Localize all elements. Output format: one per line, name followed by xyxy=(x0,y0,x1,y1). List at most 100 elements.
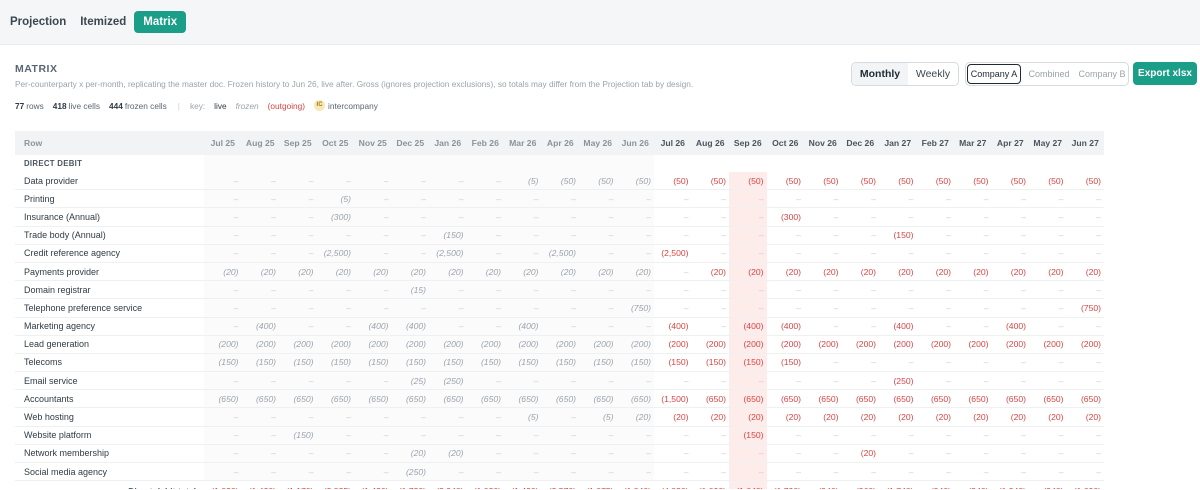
matrix-cell[interactable]: (5) xyxy=(504,407,542,427)
matrix-cell[interactable]: (150) xyxy=(691,353,729,373)
matrix-cell[interactable]: (20) xyxy=(879,407,917,427)
matrix-cell[interactable]: – xyxy=(804,317,842,336)
matrix-cell[interactable]: – xyxy=(1029,444,1067,464)
matrix-cell[interactable]: (50) xyxy=(729,172,767,191)
matrix-cell[interactable]: – xyxy=(1029,207,1067,227)
matrix-cell[interactable]: (150) xyxy=(729,353,767,373)
matrix-cell[interactable]: (150) xyxy=(879,226,917,245)
matrix-cell[interactable]: – xyxy=(766,244,804,263)
matrix-cell[interactable]: – xyxy=(804,426,842,445)
matrix-cell[interactable]: – xyxy=(766,371,804,391)
matrix-cell[interactable]: – xyxy=(991,353,1029,373)
matrix-cell[interactable]: (20) xyxy=(691,407,729,427)
matrix-cell[interactable]: (20) xyxy=(879,262,917,282)
matrix-cell[interactable]: – xyxy=(241,444,279,464)
matrix-cell[interactable]: – xyxy=(916,353,954,373)
matrix-cell[interactable]: (200) xyxy=(654,335,692,354)
matrix-cell[interactable]: – xyxy=(691,244,729,263)
combined-button[interactable]: Combined xyxy=(1028,69,1070,79)
matrix-cell[interactable]: (400) xyxy=(504,317,542,336)
matrix-cell[interactable]: – xyxy=(316,426,354,445)
matrix-cell[interactable]: (650) xyxy=(241,389,279,409)
matrix-cell[interactable]: – xyxy=(1066,226,1104,245)
matrix-cell[interactable]: (400) xyxy=(991,317,1029,336)
matrix-cell[interactable]: – xyxy=(804,298,842,318)
matrix-cell[interactable]: – xyxy=(1066,189,1104,209)
matrix-cell[interactable]: – xyxy=(241,298,279,318)
matrix-cell[interactable]: – xyxy=(691,317,729,336)
matrix-cell[interactable]: – xyxy=(729,244,767,263)
matrix-cell[interactable]: – xyxy=(504,207,542,227)
matrix-cell[interactable]: – xyxy=(766,280,804,300)
matrix-cell[interactable]: – xyxy=(354,172,392,191)
matrix-cell[interactable]: – xyxy=(504,244,542,263)
matrix-cell[interactable]: – xyxy=(1029,462,1067,482)
matrix-cell[interactable]: (250) xyxy=(391,462,429,482)
matrix-cell[interactable]: – xyxy=(429,462,467,482)
matrix-cell[interactable]: (20) xyxy=(766,262,804,282)
matrix-cell[interactable]: – xyxy=(804,444,842,464)
matrix-cell[interactable]: – xyxy=(691,444,729,464)
matrix-cell[interactable]: – xyxy=(616,207,654,227)
matrix-cell[interactable]: – xyxy=(729,226,767,245)
matrix-cell[interactable]: (150) xyxy=(504,353,542,373)
matrix-cell[interactable]: – xyxy=(541,298,579,318)
matrix-cell[interactable]: (200) xyxy=(279,335,317,354)
matrix-cell[interactable]: – xyxy=(541,317,579,336)
matrix-cell[interactable]: – xyxy=(841,244,879,263)
matrix-cell[interactable]: – xyxy=(654,444,692,464)
matrix-cell[interactable]: – xyxy=(204,189,242,209)
matrix-cell[interactable]: – xyxy=(841,462,879,482)
matrix-cell[interactable]: (650) xyxy=(991,389,1029,409)
matrix-cell[interactable]: (20) xyxy=(841,262,879,282)
matrix-cell[interactable]: – xyxy=(654,262,692,282)
matrix-cell[interactable]: – xyxy=(1066,207,1104,227)
matrix-cell[interactable]: – xyxy=(879,353,917,373)
matrix-cell[interactable]: (15) xyxy=(391,280,429,300)
matrix-cell[interactable]: – xyxy=(316,280,354,300)
matrix-cell[interactable]: – xyxy=(841,298,879,318)
matrix-cell[interactable]: – xyxy=(879,462,917,482)
matrix-cell[interactable]: – xyxy=(879,426,917,445)
matrix-cell[interactable]: (20) xyxy=(204,262,242,282)
matrix-cell[interactable]: – xyxy=(691,207,729,227)
matrix-cell[interactable]: (20) xyxy=(466,262,504,282)
matrix-cell[interactable]: – xyxy=(916,426,954,445)
matrix-cell[interactable]: (20) xyxy=(804,262,842,282)
matrix-cell[interactable]: – xyxy=(541,280,579,300)
matrix-cell[interactable]: – xyxy=(279,226,317,245)
matrix-cell[interactable]: (20) xyxy=(766,407,804,427)
matrix-cell[interactable]: – xyxy=(1029,280,1067,300)
company-b-button[interactable]: Company B xyxy=(1078,69,1126,79)
matrix-cell[interactable]: (400) xyxy=(729,317,767,336)
matrix-cell[interactable]: (150) xyxy=(429,226,467,245)
matrix-cell[interactable]: – xyxy=(616,244,654,263)
matrix-cell[interactable]: – xyxy=(729,444,767,464)
matrix-cell[interactable]: – xyxy=(316,226,354,245)
matrix-cell[interactable]: (650) xyxy=(541,389,579,409)
matrix-cell[interactable]: (200) xyxy=(204,335,242,354)
matrix-cell[interactable]: – xyxy=(391,172,429,191)
matrix-cell[interactable]: (200) xyxy=(541,335,579,354)
matrix-cell[interactable]: – xyxy=(429,426,467,445)
matrix-cell[interactable]: (1,500) xyxy=(654,389,692,409)
company-a-button[interactable]: Company A xyxy=(967,64,1021,84)
matrix-cell[interactable]: – xyxy=(879,298,917,318)
matrix-cell[interactable]: – xyxy=(541,407,579,427)
matrix-cell[interactable]: (20) xyxy=(916,407,954,427)
matrix-cell[interactable]: – xyxy=(354,280,392,300)
matrix-cell[interactable]: – xyxy=(204,207,242,227)
matrix-cell[interactable]: – xyxy=(241,226,279,245)
matrix-cell[interactable]: – xyxy=(466,317,504,336)
matrix-cell[interactable]: – xyxy=(691,462,729,482)
matrix-cell[interactable]: (50) xyxy=(841,172,879,191)
matrix-cell[interactable]: – xyxy=(691,280,729,300)
matrix-cell[interactable]: – xyxy=(654,371,692,391)
matrix-cell[interactable]: – xyxy=(204,317,242,336)
matrix-cell[interactable]: – xyxy=(391,407,429,427)
matrix-cell[interactable]: – xyxy=(991,280,1029,300)
matrix-cell[interactable]: (5) xyxy=(579,407,617,427)
matrix-cell[interactable]: (200) xyxy=(991,335,1029,354)
matrix-cell[interactable]: – xyxy=(429,317,467,336)
matrix-cell[interactable]: – xyxy=(691,426,729,445)
